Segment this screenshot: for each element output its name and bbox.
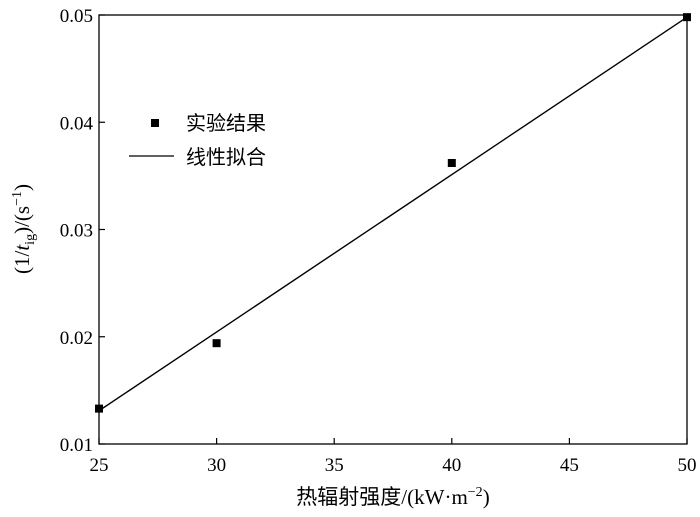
x-tick-label: 35 xyxy=(325,455,344,476)
x-tick-label: 45 xyxy=(560,455,579,476)
y-axis-ticks: 0.01 0.02 0.03 0.04 0.05 xyxy=(60,6,105,456)
legend: 实验结果 线性拟合 xyxy=(129,111,266,169)
data-point xyxy=(212,339,221,348)
legend-label-scatter: 实验结果 xyxy=(186,111,266,135)
y-tick-label: 0.02 xyxy=(60,328,93,349)
x-tick-label: 40 xyxy=(442,455,461,476)
y-axis-title-group: (1/tig)/(s−1) xyxy=(10,184,38,274)
plot-frame xyxy=(98,14,688,445)
data-point xyxy=(95,404,103,413)
legend-marker-scatter xyxy=(151,119,159,127)
plot-border xyxy=(98,14,688,445)
y-tick-label: 0.05 xyxy=(60,6,93,27)
x-tick-label: 50 xyxy=(678,455,697,476)
data-point xyxy=(447,159,456,168)
data-point xyxy=(683,13,691,22)
y-tick-label: 0.04 xyxy=(60,113,94,134)
fit-line-layer xyxy=(98,16,688,412)
x-tick-label: 25 xyxy=(90,455,109,476)
y-axis-title: (1/tig)/(s−1) xyxy=(10,184,38,274)
x-axis-title: 热辐射强度/(kW·m−2) xyxy=(296,485,489,509)
x-tick-label: 30 xyxy=(207,455,226,476)
y-tick-label: 0.01 xyxy=(60,435,93,456)
x-axis-ticks: 25 30 35 40 45 50 xyxy=(90,438,697,476)
legend-label-fit: 线性拟合 xyxy=(186,145,266,169)
y-tick-label: 0.03 xyxy=(60,221,93,242)
fit-line xyxy=(98,16,688,412)
data-points-layer xyxy=(95,13,691,413)
